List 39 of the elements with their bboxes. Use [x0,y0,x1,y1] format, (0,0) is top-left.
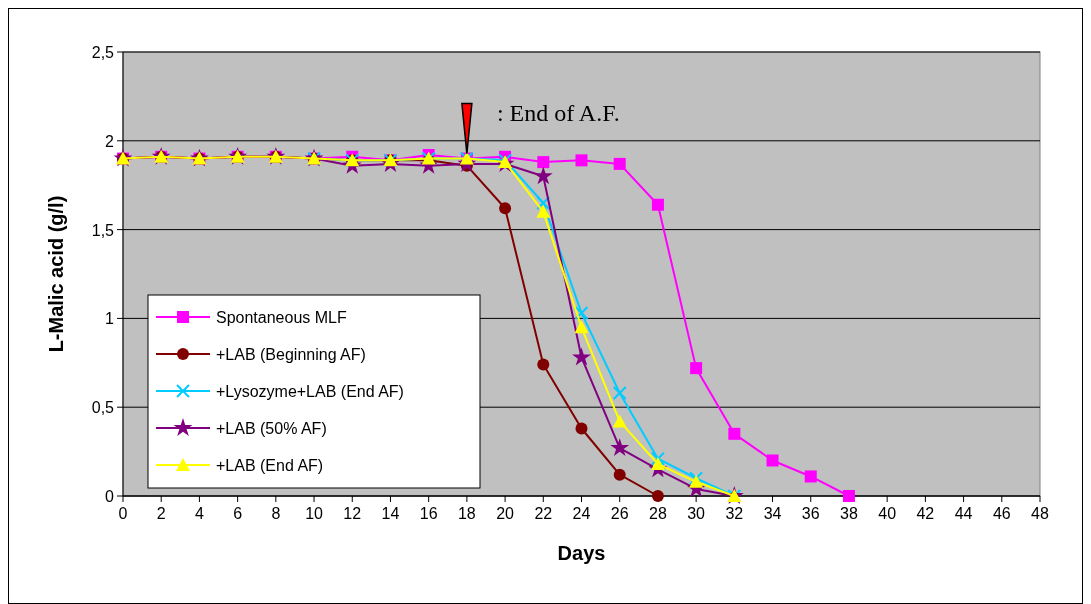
legend-label: Spontaneous MLF [216,309,347,326]
x-tick-label: 30 [687,505,706,522]
x-tick-label: 28 [649,505,667,522]
y-tick-label: 1 [105,310,115,328]
x-tick-label: 36 [801,505,820,522]
x-tick-label: 16 [419,505,438,522]
x-axis-title: Days [557,542,606,564]
x-tick-label: 26 [610,505,629,522]
legend-label: +LAB (End AF) [216,457,324,474]
x-tick-label: 0 [118,505,128,522]
x-tick-label: 38 [840,505,858,522]
y-axis-title: L-Malic acid (g/l) [45,195,67,353]
x-tick-label: 6 [233,505,243,522]
x-tick-label: 18 [457,505,476,522]
x-tick-label: 2 [156,505,166,522]
y-tick-label: 1,5 [91,221,115,239]
x-tick-label: 40 [878,505,897,522]
x-tick-label: 44 [954,505,973,522]
x-tick-label: 22 [534,505,553,522]
x-tick-label: 20 [496,505,515,522]
y-tick-label: 2 [105,132,115,150]
legend-label: +Lysozyme+LAB (End AF) [216,383,404,400]
x-tick-label: 32 [725,505,744,522]
x-tick-label: 42 [916,505,935,522]
x-tick-label: 34 [763,505,782,522]
x-tick-label: 12 [343,505,362,522]
x-tick-label: 48 [1031,505,1049,522]
legend-label: +LAB (50% AF) [216,420,327,437]
annotation: : End of A.F. [496,99,620,126]
y-tick-label: 0,5 [91,399,115,417]
x-tick-label: 10 [305,505,324,522]
x-tick-label: 14 [381,505,400,522]
legend-label: +LAB (Beginning AF) [216,346,366,363]
y-tick-label: 0 [105,488,115,505]
x-tick-label: 4 [194,505,204,522]
x-tick-label: 8 [271,505,281,522]
y-tick-label: 2,5 [91,44,115,61]
x-tick-label: 46 [992,505,1011,522]
x-tick-label: 24 [572,505,591,522]
